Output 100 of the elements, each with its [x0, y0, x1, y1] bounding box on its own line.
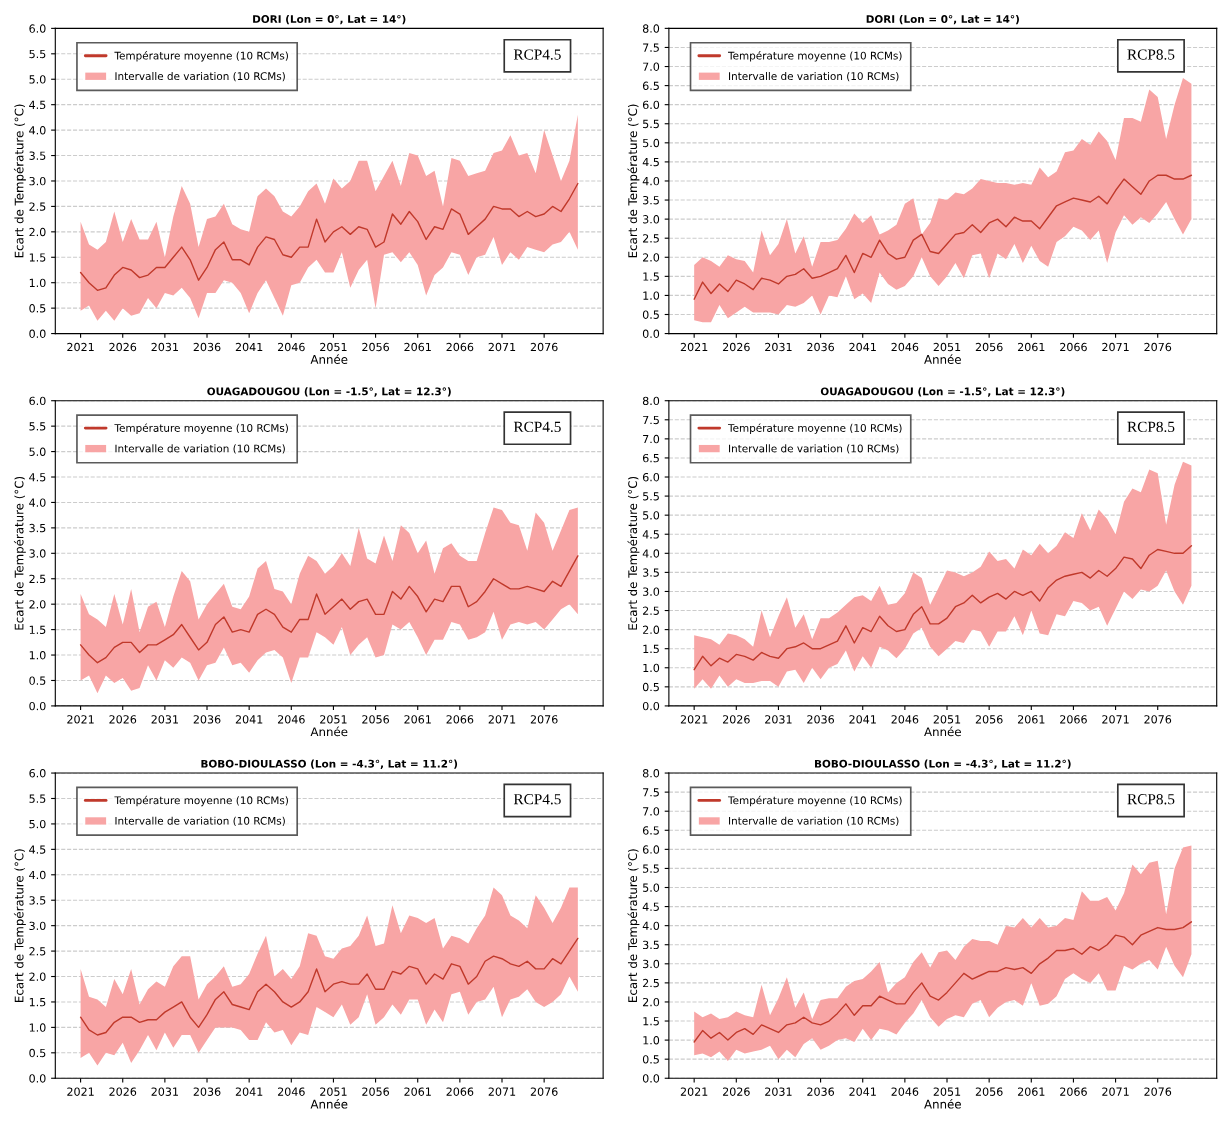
y-tick-label: 6.0 — [642, 845, 660, 854]
x-tick-label: 2051 — [933, 342, 961, 352]
y-tick-label: 7.0 — [643, 434, 660, 444]
y-tick-label: 2.5 — [642, 234, 659, 243]
y-tick-label: 3.0 — [643, 215, 660, 224]
x-tick-label: 2076 — [530, 1087, 558, 1096]
x-tick-label: 2021 — [680, 715, 708, 724]
x-tick-label: 2026 — [109, 342, 137, 352]
y-tick-label: 6.0 — [29, 396, 46, 406]
x-tick-label: 2066 — [1060, 1087, 1087, 1096]
y-tick-label: 3.5 — [29, 523, 46, 533]
y-tick-label: 2.0 — [642, 253, 660, 262]
y-tick-label: 2.0 — [29, 972, 46, 981]
x-tick-label: 2036 — [193, 1087, 221, 1096]
y-tick-label: 7.0 — [643, 62, 660, 71]
x-tick-label: 2051 — [320, 1087, 347, 1096]
x-tick-label: 2061 — [1017, 1087, 1045, 1096]
y-tick-label: 5.0 — [29, 75, 46, 84]
legend-label: Intervalle de variation (10 RCMs) — [729, 816, 899, 826]
x-tick-label: 2061 — [404, 715, 431, 724]
x-tick-label: 2041 — [235, 342, 263, 352]
y-tick-label: 3.5 — [643, 196, 659, 205]
y-tick-label: 1.5 — [643, 1017, 659, 1026]
x-tick-label: 2071 — [488, 342, 516, 352]
y-tick-label: 2.5 — [642, 978, 659, 988]
y-tick-label: 6.0 — [29, 769, 46, 778]
y-tick-label: 3.0 — [643, 959, 660, 969]
x-tick-label: 2021 — [67, 715, 94, 724]
y-tick-label: 6.0 — [642, 100, 660, 110]
y-tick-label: 1.5 — [29, 998, 46, 1007]
x-axis-title: Année — [924, 726, 961, 737]
y-tick-label: 4.5 — [642, 902, 659, 911]
y-tick-label: 3.5 — [643, 940, 659, 950]
y-tick-label: 4.5 — [29, 100, 46, 110]
y-tick-label: 3.0 — [29, 921, 46, 931]
y-tick-label: 4.0 — [642, 549, 660, 558]
y-tick-label: 2.5 — [642, 606, 659, 615]
chart-title: DORI (Lon = 0°, Lat = 14°) — [253, 14, 406, 25]
y-tick-label: 0.5 — [642, 310, 659, 319]
x-tick-label: 2036 — [807, 715, 835, 724]
y-tick-label: 8.0 — [642, 24, 660, 33]
y-tick-label: 7.5 — [643, 415, 659, 425]
y-tick-label: 4.0 — [29, 498, 46, 507]
x-tick-label: 2026 — [722, 1087, 750, 1096]
y-tick-label: 1.0 — [29, 278, 46, 288]
x-axis-title: Année — [924, 354, 961, 364]
x-tick-label: 2061 — [404, 342, 431, 352]
y-tick-label: 2.0 — [29, 600, 46, 609]
chart-title: OUAGADOUGOU (Lon = -1.5°, Lat = 12.3°) — [820, 387, 1065, 397]
y-tick-label: 0.0 — [29, 1074, 46, 1083]
y-tick-label: 2.0 — [642, 625, 660, 634]
line-series — [693, 544, 1193, 671]
y-tick-label: 3.5 — [29, 896, 46, 905]
x-tick-label: 2076 — [1144, 1087, 1172, 1096]
y-tick-label: 6.0 — [642, 472, 660, 482]
y-tick-label: 1.5 — [29, 253, 46, 262]
y-tick-label: 1.0 — [643, 1036, 660, 1045]
x-tick-label: 2031 — [765, 342, 792, 352]
y-tick-label: 6.5 — [642, 81, 659, 90]
x-tick-label: 2036 — [807, 1087, 835, 1096]
x-tick-label: 2041 — [235, 1087, 263, 1096]
y-tick-label: 0.5 — [29, 676, 46, 685]
y-tick-label: 0.5 — [642, 1055, 659, 1064]
chart-title: BOBO-DIOULASSO (Lon = -4.3°, Lat = 11.2°) — [815, 759, 1071, 769]
x-tick-label: 2046 — [277, 342, 305, 352]
y-tick-label: 0.0 — [642, 329, 660, 338]
y-tick-label: 4.0 — [29, 126, 46, 135]
annotation: RCP4.5 — [513, 49, 561, 60]
x-tick-label: 2066 — [446, 1087, 474, 1096]
y-tick-label: 5.5 — [643, 864, 659, 873]
legend-label: Température moyenne (10 RCMs) — [727, 51, 902, 62]
y-tick-label: 4.5 — [29, 845, 46, 854]
x-tick-label: 2071 — [1102, 715, 1129, 724]
x-tick-label: 2066 — [1060, 715, 1087, 724]
y-tick-label: 4.5 — [642, 530, 659, 539]
y-tick-label: 5.5 — [29, 422, 46, 431]
y-tick-label: 3.0 — [643, 587, 660, 596]
x-tick-label: 2056 — [362, 715, 390, 724]
y-tick-label: 1.0 — [29, 651, 46, 660]
x-tick-label: 2071 — [488, 1087, 516, 1096]
x-tick-label: 2041 — [849, 342, 876, 352]
x-tick-label: 2061 — [404, 1087, 431, 1096]
x-tick-label: 2021 — [67, 1087, 94, 1096]
y-tick-label: 5.0 — [643, 138, 660, 148]
x-tick-label: 2021 — [67, 342, 94, 352]
x-tick-label: 2026 — [722, 342, 750, 352]
legend-label: Température moyenne (10 RCMs) — [114, 795, 288, 807]
chart-title: DORI (Lon = 0°, Lat = 14°) — [866, 14, 1019, 25]
y-tick-label: 7.5 — [643, 43, 659, 52]
x-tick-label: 2051 — [933, 715, 961, 724]
y-tick-label: 5.5 — [29, 49, 46, 59]
y-tick-label: 1.5 — [643, 644, 659, 654]
x-tick-label: 2056 — [975, 715, 1003, 724]
y-tick-label: 5.0 — [643, 883, 660, 892]
y-tick-label: 0.5 — [29, 304, 46, 313]
annotation: RCP4.5 — [513, 421, 561, 433]
y-tick-label: 0.0 — [642, 701, 660, 711]
x-tick-label: 2056 — [362, 342, 390, 352]
x-tick-label: 2026 — [109, 715, 137, 724]
x-tick-label: 2036 — [193, 342, 221, 352]
